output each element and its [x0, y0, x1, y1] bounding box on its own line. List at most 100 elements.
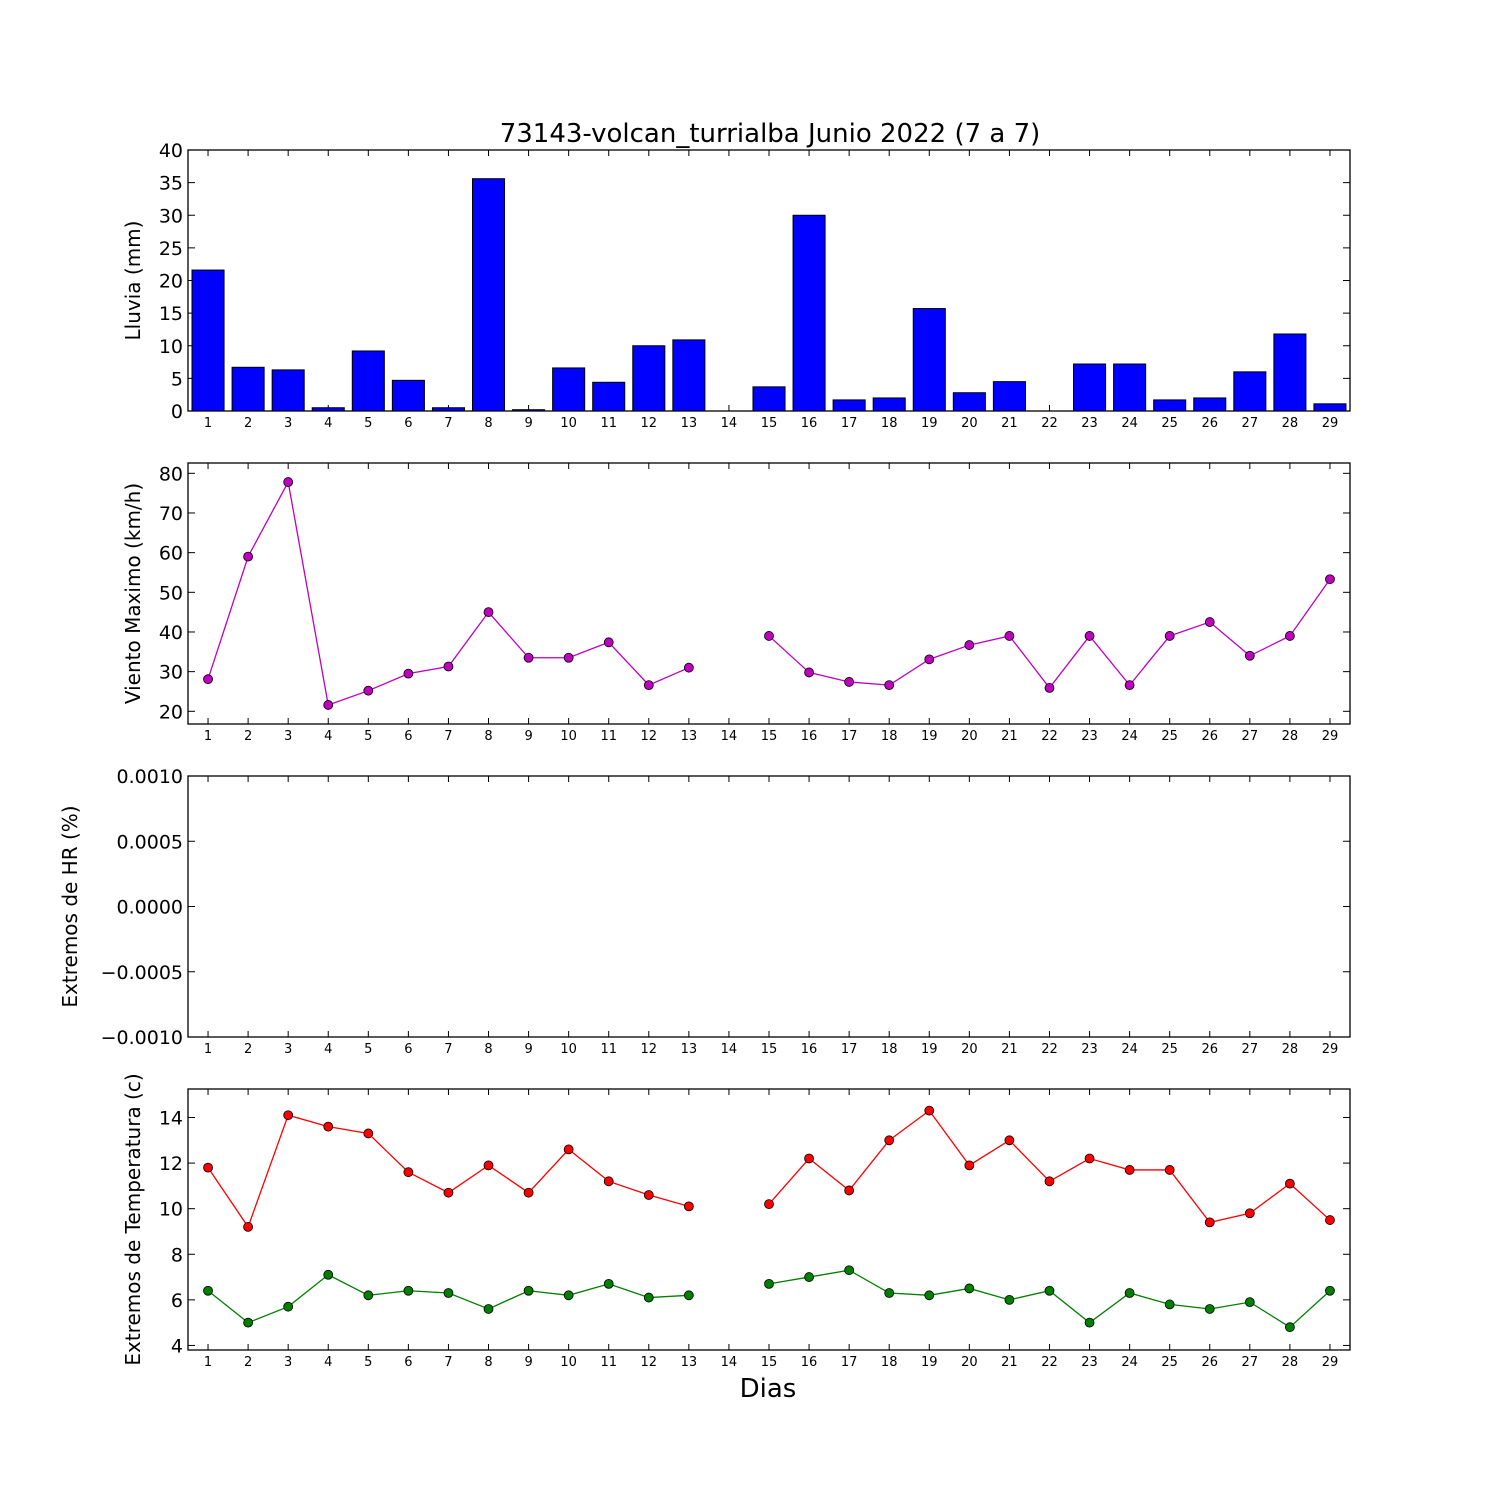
point-day-28 — [1284, 1178, 1295, 1189]
bar-day-29 — [1313, 403, 1347, 412]
x-tick-label: 21 — [1001, 1042, 1018, 1057]
y-tick-label: 14 — [159, 1107, 183, 1129]
x-tick-label: 7 — [444, 416, 452, 431]
x-tick-label: 3 — [284, 1355, 292, 1370]
point-day-2 — [243, 1317, 254, 1328]
x-tick-label: 27 — [1242, 1355, 1259, 1370]
x-tick-label: 11 — [600, 729, 617, 744]
y-tick-label: 4 — [171, 1335, 183, 1357]
x-tick-label: 29 — [1322, 1042, 1339, 1057]
x-tick-label: 17 — [841, 1042, 858, 1057]
x-tick-label: 20 — [961, 416, 978, 431]
x-tick-label: 22 — [1041, 1042, 1058, 1057]
point-day-22 — [1044, 1285, 1055, 1296]
x-tick-label: 5 — [364, 416, 372, 431]
y-tick-label: 40 — [159, 622, 183, 644]
x-tick-label: 3 — [284, 1042, 292, 1057]
x-tick-label: 24 — [1121, 1042, 1138, 1057]
x-tick-label: 4 — [324, 416, 332, 431]
x-tick-label: 23 — [1081, 1042, 1098, 1057]
point-day-18 — [884, 680, 895, 691]
x-tick-label: 23 — [1081, 416, 1098, 431]
series-2 — [203, 1265, 1335, 1333]
point-day-1 — [203, 1285, 213, 1296]
point-day-7 — [443, 1187, 454, 1198]
point-day-5 — [363, 685, 374, 696]
x-tick-label: 10 — [560, 416, 577, 431]
x-tick-label: 8 — [484, 729, 492, 744]
x-tick-label: 15 — [761, 1355, 778, 1370]
point-day-7 — [443, 1288, 454, 1298]
bar-day-9 — [512, 409, 546, 412]
figure-title: 73143-volcan_turrialba Junio 2022 (7 a 7… — [500, 119, 1041, 149]
bar-day-28 — [1273, 333, 1307, 412]
point-day-29 — [1325, 1285, 1335, 1296]
x-tick-label: 6 — [404, 416, 412, 431]
point-day-9 — [523, 1187, 534, 1198]
x-tick-label: 15 — [761, 1042, 778, 1057]
point-day-28 — [1284, 1322, 1295, 1333]
x-tick-label: 17 — [841, 1355, 858, 1370]
point-day-23 — [1084, 631, 1095, 641]
x-tick-label: 4 — [324, 1355, 332, 1370]
point-day-12 — [643, 680, 654, 691]
point-day-22 — [1044, 683, 1055, 693]
point-day-6 — [403, 1285, 414, 1296]
x-tick-label: 7 — [444, 1042, 452, 1057]
series-line — [207, 1114, 690, 1229]
point-day-16 — [804, 1153, 814, 1164]
point-day-2 — [243, 551, 254, 562]
x-tick-label: 13 — [681, 416, 698, 431]
series-line — [207, 1274, 689, 1324]
bar-day-25 — [1153, 399, 1187, 412]
point-day-10 — [563, 1290, 574, 1301]
x-tick-label: 8 — [484, 416, 492, 431]
point-day-15 — [764, 1278, 774, 1289]
x-tick-label: 9 — [524, 729, 532, 744]
point-day-17 — [844, 1185, 855, 1196]
x-tick-label: 20 — [961, 1042, 978, 1057]
y-tick-label: 60 — [159, 543, 183, 565]
bar-day-5 — [351, 350, 385, 412]
bar-day-10 — [552, 367, 586, 412]
x-tick-label: 12 — [641, 416, 658, 431]
y-tick-label: 20 — [159, 271, 183, 293]
x-tick-label: 5 — [364, 1355, 372, 1370]
x-tick-label: 17 — [841, 729, 858, 744]
x-tick-label: 23 — [1081, 729, 1098, 744]
x-tick-label: 9 — [524, 1042, 532, 1057]
x-tick-label: 1 — [204, 729, 212, 744]
point-day-8 — [483, 607, 494, 618]
point-day-28 — [1284, 631, 1295, 641]
point-day-15 — [764, 1199, 774, 1210]
point-day-5 — [363, 1290, 374, 1301]
point-day-29 — [1325, 574, 1335, 585]
point-day-22 — [1044, 1176, 1055, 1187]
x-tick-label: 16 — [801, 1042, 818, 1057]
x-tick-label: 12 — [641, 1042, 658, 1057]
bar-day-1 — [191, 269, 225, 412]
point-day-27 — [1244, 650, 1255, 661]
bar-day-15 — [752, 386, 786, 412]
y-tick-label: 12 — [159, 1153, 183, 1175]
y-tick-label: 10 — [159, 336, 183, 358]
point-day-4 — [323, 700, 334, 710]
x-tick-label: 19 — [921, 416, 938, 431]
y-tick-label: 0 — [171, 401, 183, 423]
x-tick-label: 9 — [524, 416, 532, 431]
point-day-8 — [483, 1160, 494, 1171]
x-axis-label: Dias — [740, 1374, 797, 1404]
y-tick-label: 20 — [159, 701, 183, 723]
y-tick-label: 80 — [159, 463, 183, 485]
x-tick-label: 29 — [1322, 1355, 1339, 1370]
x-tick-label: 24 — [1121, 1355, 1138, 1370]
series-1 — [203, 1105, 1335, 1232]
bar-day-23 — [1073, 363, 1107, 412]
point-day-21 — [1004, 1135, 1015, 1146]
y-tick-label: 0.0000 — [117, 897, 183, 919]
x-tick-label: 12 — [641, 1355, 658, 1370]
point-day-17 — [844, 1265, 855, 1276]
y-tick-label: −0.0005 — [101, 962, 183, 984]
x-tick-label: 7 — [444, 1355, 452, 1370]
